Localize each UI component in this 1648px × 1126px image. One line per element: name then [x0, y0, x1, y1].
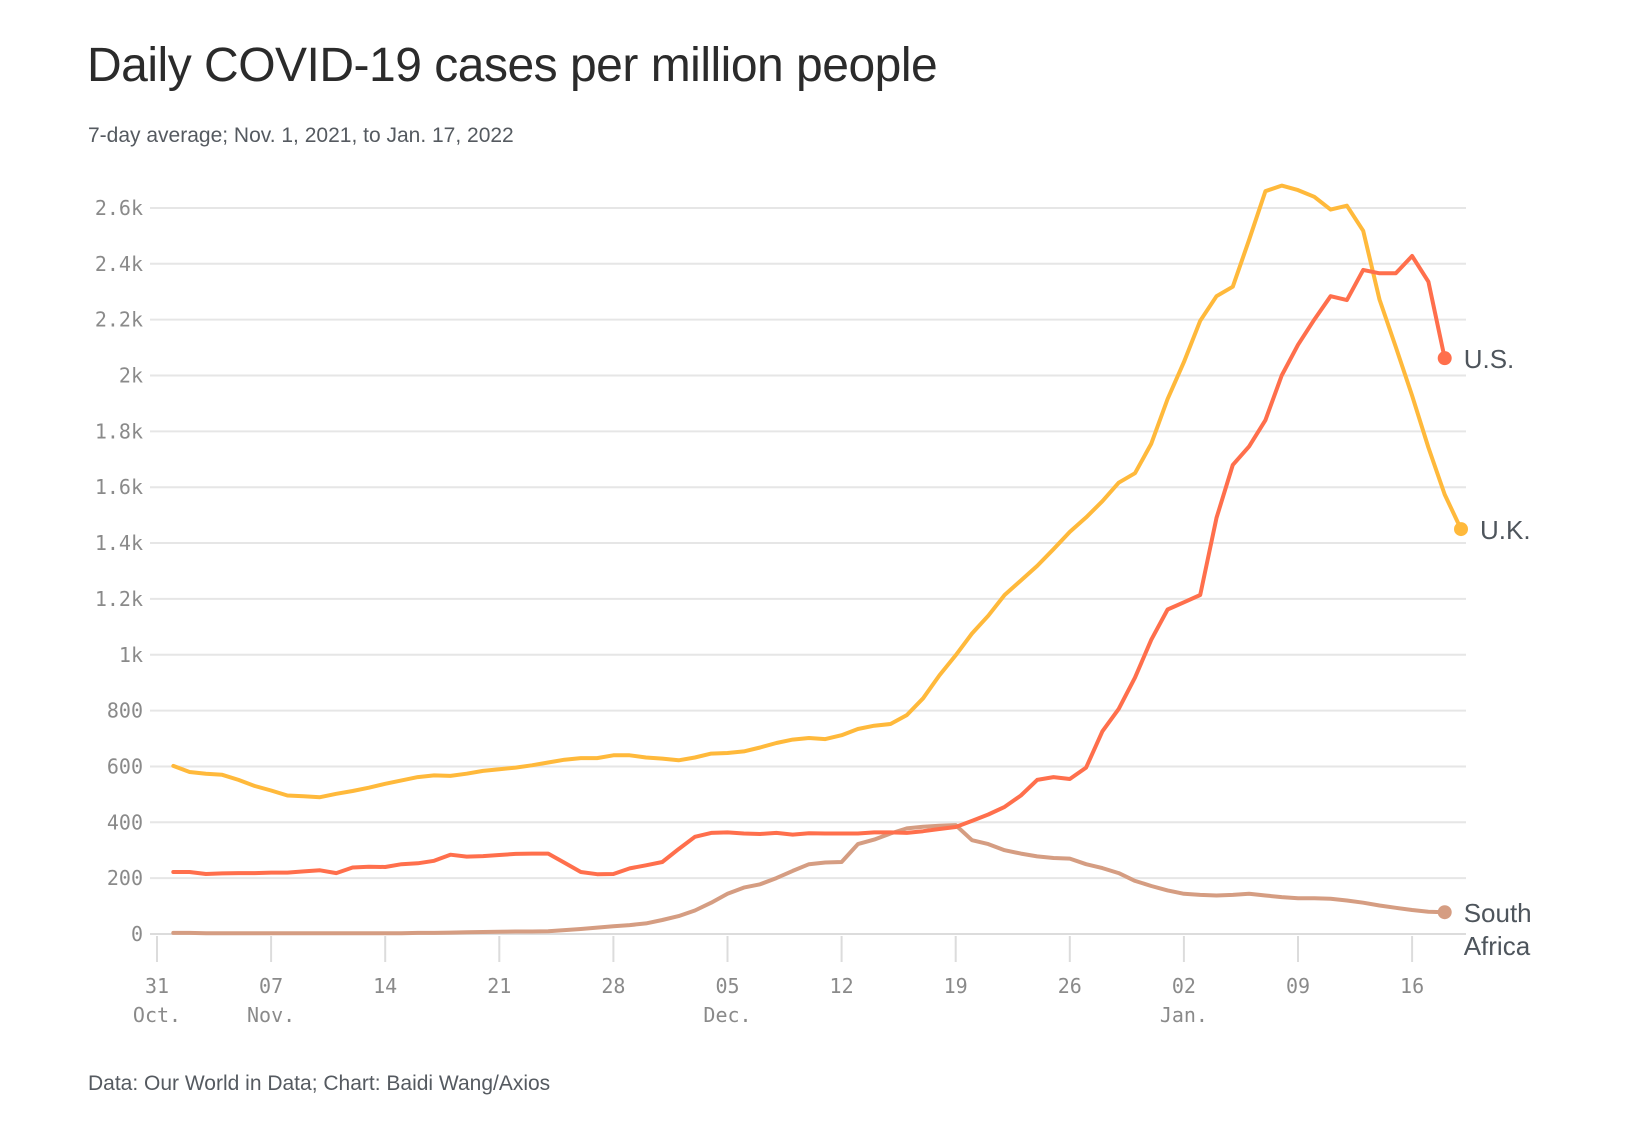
source-credit: Data: Our World in Data; Chart: Baidi Wa…	[88, 1072, 551, 1095]
x-tick-label: 19	[944, 974, 968, 998]
series-label-line: Africa	[1464, 931, 1531, 961]
y-tick-label: 400	[107, 810, 143, 834]
x-tick-label: 16	[1400, 974, 1424, 998]
gridlines	[150, 206, 1466, 935]
series-label-line: South	[1464, 898, 1532, 928]
series-label-south-africa: South Africa	[1464, 898, 1532, 961]
series-labels: South Africa U.K. U.S.	[1464, 344, 1532, 961]
x-tick-label: 09	[1286, 974, 1310, 998]
chart-title: Daily COVID-19 cases per million people	[87, 39, 938, 92]
x-tick-label: 14	[373, 974, 397, 998]
series-end-dot-u-s	[1437, 351, 1452, 366]
y-tick-label: 2.4k	[95, 252, 143, 276]
x-axis: 31 Oct. 07 Nov. 14 21 28 05 Dec. 12 19 26 02 Jan. 09 16	[133, 936, 1424, 1027]
x-month-label: Nov.	[247, 1003, 295, 1027]
series-line-u-k	[171, 183, 1463, 800]
series-lines	[171, 183, 1468, 936]
y-tick-label: 1.8k	[95, 419, 143, 443]
y-tick-label: 2.2k	[95, 308, 143, 332]
y-tick-label: 1.4k	[95, 531, 143, 555]
y-axis: 0 200 400 600 800 1k 1.2k 1.4k 1.6k 1.8k 2k 2.2k 2.4…	[95, 196, 143, 946]
x-month-label: Oct.	[133, 1003, 181, 1027]
x-tick-label: 07	[259, 974, 283, 998]
y-tick-label: 2k	[119, 364, 143, 388]
y-tick-label: 1.2k	[95, 587, 143, 611]
y-tick-label: 1k	[119, 643, 143, 667]
x-month-label: Dec.	[703, 1003, 751, 1027]
y-tick-label: 200	[107, 866, 143, 890]
x-tick-label: 28	[601, 974, 625, 998]
y-tick-label: 0	[131, 922, 143, 946]
y-tick-label: 600	[107, 754, 143, 778]
x-month-label: Jan.	[1160, 1003, 1208, 1027]
chart-subtitle: 7-day average; Nov. 1, 2021, to Jan. 17,…	[88, 124, 514, 147]
series-line-south-africa	[171, 823, 1447, 936]
x-tick-label: 02	[1172, 974, 1196, 998]
y-tick-label: 800	[107, 699, 143, 723]
series-end-dot-south-africa	[1437, 905, 1452, 920]
series-end-dot-u-k	[1454, 522, 1468, 537]
x-tick-label: 26	[1058, 974, 1082, 998]
x-tick-label: 21	[487, 974, 511, 998]
series-label-u-s: U.S.	[1464, 344, 1515, 374]
x-tick-label: 12	[830, 974, 854, 998]
y-tick-label: 1.6k	[95, 475, 143, 499]
series-label-u-k: U.K.	[1480, 515, 1531, 545]
y-tick-label: 2.6k	[95, 196, 143, 220]
series-line-u-s	[171, 254, 1447, 877]
x-tick-label: 31	[145, 974, 169, 998]
x-tick-label: 05	[715, 974, 739, 998]
